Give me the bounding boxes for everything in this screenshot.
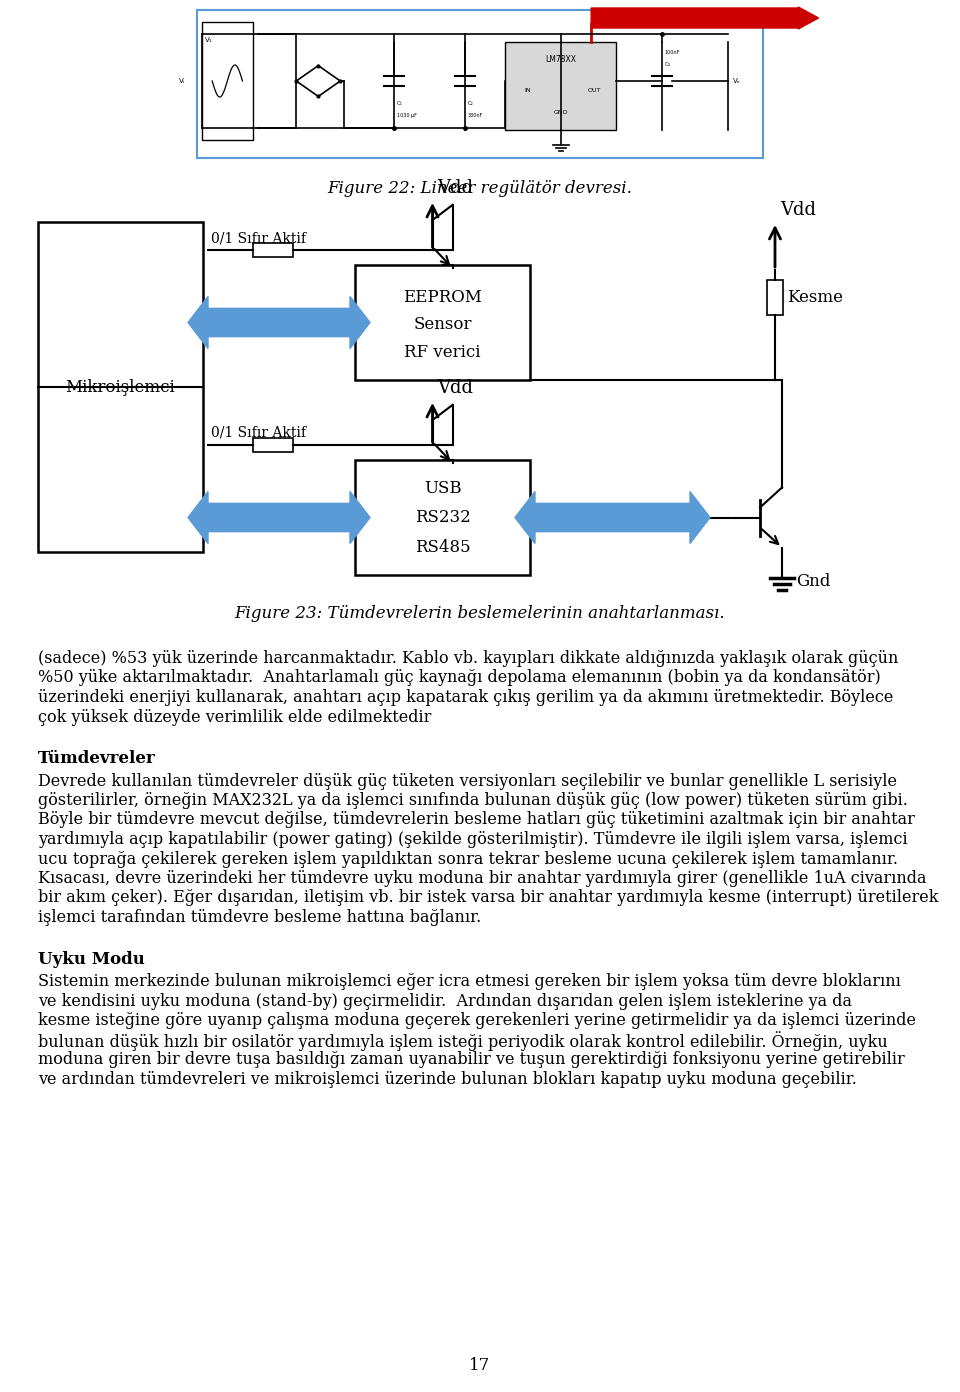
FancyArrow shape — [188, 296, 350, 348]
Text: EEPROM: EEPROM — [403, 288, 482, 306]
Text: C₁: C₁ — [397, 102, 403, 106]
FancyArrow shape — [535, 491, 710, 543]
Text: RS232: RS232 — [415, 509, 470, 526]
Bar — [767, 280, 783, 315]
Text: RS485: RS485 — [415, 539, 470, 555]
Text: Figure 23: Tümdevrelerin beslemelerinin anahtarlanması.: Figure 23: Tümdevrelerin beslemelerinin … — [234, 606, 726, 622]
Text: üzerindeki enerjiyi kullanarak, anahtarı açıp kapatarak çıkış gerilim ya da akım: üzerindeki enerjiyi kullanarak, anahtarı… — [38, 689, 894, 706]
Text: ve ardından tümdevreleri ve mikroişlemci üzerinde bulunan blokları kapatıp uyku : ve ardından tümdevreleri ve mikroişlemci… — [38, 1070, 857, 1087]
Text: ve kendisini uyku moduna (stand-by) geçirmelidir.  Ardından dışarıdan gelen işle: ve kendisini uyku moduna (stand-by) geçi… — [38, 992, 852, 1009]
Bar — [253, 438, 293, 452]
Bar — [355, 264, 530, 380]
Text: Mikroişlemci: Mikroişlemci — [65, 379, 176, 395]
Text: Vdd: Vdd — [780, 200, 816, 219]
Text: gösterilirler, örneğin MAX232L ya da işlemci sınıfında bulunan düşük güç (low po: gösterilirler, örneğin MAX232L ya da işl… — [38, 792, 908, 809]
Text: RF verici: RF verici — [404, 344, 481, 361]
Text: 1030 µF: 1030 µF — [397, 113, 417, 118]
Text: Vdd: Vdd — [438, 180, 473, 198]
Text: işlemci tarafından tümdevre besleme hattına bağlanır.: işlemci tarafından tümdevre besleme hatt… — [38, 909, 481, 926]
Text: (sadece) %53 yük üzerinde harcanmaktadır. Kablo vb. kayıpları dikkate aldığınızd: (sadece) %53 yük üzerinde harcanmaktadır… — [38, 650, 899, 667]
Text: Vₒ: Vₒ — [732, 78, 740, 84]
Bar — [197, 10, 763, 159]
Text: Kısacası, devre üzerindeki her tümdevre uyku moduna bir anahtar yardımıyla girer: Kısacası, devre üzerindeki her tümdevre … — [38, 870, 926, 887]
FancyArrow shape — [515, 491, 690, 543]
Text: Vᵢ: Vᵢ — [179, 78, 185, 84]
Bar — [202, 22, 252, 141]
Text: V₁: V₁ — [205, 38, 212, 43]
Text: 330nF: 330nF — [468, 113, 483, 118]
Bar — [505, 42, 616, 129]
Text: 0/1 Sıfır Aktif: 0/1 Sıfır Aktif — [211, 426, 306, 440]
Text: bulunan düşük hızlı bir osilatör yardımıyla işlem isteği periyodik olarak kontro: bulunan düşük hızlı bir osilatör yardımı… — [38, 1031, 888, 1051]
Text: yardımıyla açıp kapatılabilir (power gating) (şekilde gösterilmiştir). Tümdevre : yardımıyla açıp kapatılabilir (power gat… — [38, 831, 907, 848]
Text: Devrede kullanılan tümdevreler düşük güç tüketen versiyonları seçilebilir ve bun: Devrede kullanılan tümdevreler düşük güç… — [38, 773, 897, 789]
FancyArrow shape — [208, 491, 370, 543]
Text: %50 yüke aktarılmaktadır.  Anahtarlamalı güç kaynağı depolama elemanının (bobin : %50 yüke aktarılmaktadır. Anahtarlamalı … — [38, 670, 880, 686]
Text: Uyku Modu: Uyku Modu — [38, 951, 145, 967]
Text: USB: USB — [423, 480, 462, 497]
FancyArrow shape — [188, 491, 350, 543]
FancyArrow shape — [591, 7, 819, 29]
Text: 100nF: 100nF — [665, 50, 681, 56]
Text: Böyle bir tümdevre mevcut değilse, tümdevrelerin besleme hatları güç tüketimini : Böyle bir tümdevre mevcut değilse, tümde… — [38, 812, 915, 828]
Text: Tümdevreler: Tümdevreler — [38, 750, 156, 767]
Text: Sistemin merkezinde bulunan mikroişlemci eğer icra etmesi gereken bir işlem yoks: Sistemin merkezinde bulunan mikroişlemci… — [38, 973, 900, 990]
FancyArrow shape — [208, 296, 370, 348]
Text: IN: IN — [524, 88, 531, 93]
Text: Vdd: Vdd — [438, 379, 473, 397]
Text: Gnd: Gnd — [796, 574, 830, 590]
Text: Figure 22: Lineer regülätör devresi.: Figure 22: Lineer regülätör devresi. — [327, 180, 633, 198]
Bar — [558, 511, 596, 525]
Text: 17: 17 — [469, 1356, 491, 1374]
Text: bir akım çeker). Eğer dışarıdan, iletişim vb. bir istek varsa bir anahtar yardım: bir akım çeker). Eğer dışarıdan, iletişi… — [38, 889, 939, 906]
Bar — [253, 244, 293, 258]
Text: çok yüksek düzeyde verimlilik elde edilmektedir: çok yüksek düzeyde verimlilik elde edilm… — [38, 709, 431, 725]
Text: ucu toprağa çekilerek gereken işlem yapıldıktan sonra tekrar besleme ucuna çekil: ucu toprağa çekilerek gereken işlem yapı… — [38, 851, 898, 867]
Text: 0/1 Sıfır Aktif: 0/1 Sıfır Aktif — [211, 231, 306, 245]
Text: GND: GND — [554, 110, 568, 116]
Text: C₃: C₃ — [665, 63, 671, 67]
Text: Sensor: Sensor — [413, 316, 471, 333]
Text: OUT: OUT — [588, 88, 601, 93]
Text: moduna giren bir devre tuşa basıldığı zaman uyanabilir ve tuşun gerektirdiği fon: moduna giren bir devre tuşa basıldığı za… — [38, 1051, 904, 1068]
Text: C₂: C₂ — [468, 102, 473, 106]
Bar — [38, 221, 203, 553]
Text: LM78XX: LM78XX — [545, 56, 576, 64]
Bar — [355, 459, 530, 575]
Text: Kesme: Kesme — [787, 290, 843, 306]
Text: kesme isteğine göre uyanıp çalışma moduna geçerek gerekenleri yerine getirmelidi: kesme isteğine göre uyanıp çalışma modun… — [38, 1012, 916, 1029]
